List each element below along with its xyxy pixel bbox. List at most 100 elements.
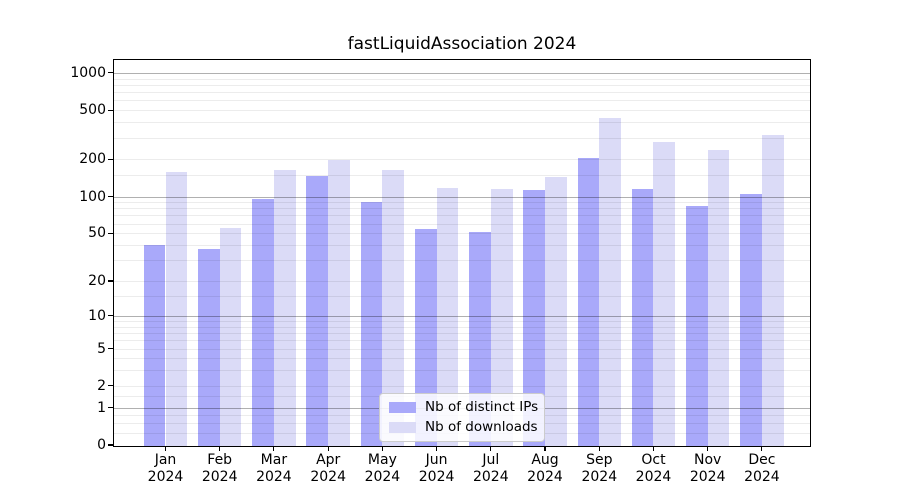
y-tick-mark (108, 109, 113, 111)
x-tick-mark (761, 446, 763, 451)
legend-swatch-downloads (389, 421, 416, 433)
bar-distinct-ips-mar (252, 199, 274, 446)
y-tick-label: 1 (97, 399, 106, 416)
bar-downloads-apr (328, 160, 350, 446)
y-tick-label: 1000 (70, 64, 106, 81)
chart-title: fastLiquidAssociation 2024 (347, 34, 577, 54)
legend-item-distinct-ips: Nb of distinct IPs (389, 399, 539, 415)
bar-downloads-feb (219, 228, 242, 446)
legend-item-downloads: Nb of downloads (389, 419, 538, 435)
bar-distinct-ips-aug (523, 190, 546, 446)
bar-distinct-ips-feb (198, 248, 220, 446)
x-tick-label-sep: Sep 2024 (581, 452, 618, 485)
y-tick-mark (108, 385, 113, 387)
y-tick-label: 20 (88, 273, 106, 289)
bar-downloads-oct (653, 141, 676, 446)
gridline-major (114, 196, 810, 198)
gridline-minor (114, 348, 810, 350)
bar-downloads-nov (707, 149, 730, 446)
gridline-minor (114, 281, 810, 282)
y-tick-mark (108, 347, 113, 350)
gridline-minor (114, 100, 810, 102)
gridline-minor (114, 78, 810, 80)
y-tick-label: 2 (97, 377, 106, 394)
x-tick-mark (707, 446, 709, 451)
legend-label-downloads: Nb of downloads (425, 419, 538, 435)
gridline-minor (114, 202, 810, 204)
y-tick-mark (108, 280, 113, 282)
bar-downloads-sep (599, 118, 621, 446)
gridline-minor (114, 333, 810, 334)
x-tick-mark (598, 446, 600, 451)
bar-distinct-ips-jan (143, 244, 166, 446)
y-tick-label: 10 (88, 307, 106, 324)
y-tick-label: 0 (97, 437, 106, 453)
x-tick-mark (436, 446, 438, 451)
x-tick-mark (652, 446, 655, 451)
gridline-minor (114, 223, 810, 225)
bar-downloads-may (382, 169, 405, 446)
y-tick-label: 200 (79, 151, 106, 168)
x-tick-mark (219, 446, 221, 451)
x-tick-label-jul: Jul 2024 (472, 452, 509, 485)
y-tick-label: 100 (79, 188, 106, 205)
bar-distinct-ips-jun (414, 229, 437, 446)
gridline-minor (114, 245, 810, 246)
gridline-minor (114, 260, 810, 262)
gridline-minor (114, 340, 810, 342)
gridline-minor (114, 122, 810, 124)
legend-label-distinct-ips: Nb of distinct IPs (425, 399, 539, 415)
gridline-major (114, 72, 810, 74)
gridline-minor (114, 137, 810, 139)
bar-downloads-mar (273, 170, 296, 446)
bar-distinct-ips-nov (686, 205, 708, 446)
plot-area (113, 59, 811, 447)
gridline-minor (114, 110, 810, 112)
bar-downloads-jun (436, 187, 459, 446)
y-tick-mark (108, 407, 113, 409)
bar-downloads-jul (490, 188, 513, 446)
x-tick-mark (490, 446, 492, 451)
bar-distinct-ips-may (360, 201, 383, 446)
x-tick-mark (381, 446, 383, 451)
x-tick-label-oct: Oct 2024 (635, 452, 672, 485)
x-tick-label-apr: Apr 2024 (310, 452, 346, 485)
gridline-minor (114, 159, 810, 161)
gridline-minor (114, 385, 810, 387)
y-tick-mark (108, 444, 113, 446)
x-tick-label-mar: Mar 2024 (256, 452, 292, 485)
gridline-minor (114, 321, 810, 322)
gridline-minor (114, 233, 810, 235)
bar-distinct-ips-dec (740, 194, 762, 446)
bar-distinct-ips-sep (577, 157, 600, 446)
bar-downloads-aug (545, 176, 567, 446)
gridline-minor (114, 215, 810, 217)
y-tick-mark (108, 195, 113, 198)
x-tick-label-jan: Jan 2024 (147, 452, 184, 485)
y-tick-mark (108, 232, 113, 234)
x-tick-label-nov: Nov 2024 (689, 452, 726, 485)
y-tick-label: 50 (88, 225, 106, 242)
gridline-minor (114, 370, 810, 372)
x-tick-label-may: May 2024 (364, 452, 401, 485)
x-tick-mark (164, 446, 167, 451)
bar-downloads-jan (165, 172, 188, 446)
bar-distinct-ips-oct (631, 188, 654, 446)
gridline-minor (114, 174, 810, 176)
x-tick-label-dec: Dec 2024 (744, 452, 780, 485)
x-tick-mark (544, 446, 546, 451)
y-tick-mark (108, 315, 113, 317)
gridline-minor (114, 326, 810, 328)
bar-distinct-ips-jul (469, 232, 491, 446)
gridline-major (114, 315, 810, 317)
legend-swatch-distinct-ips (389, 401, 416, 413)
gridline-minor (114, 295, 810, 297)
x-tick-label-feb: Feb 2024 (201, 452, 238, 485)
x-tick-mark (327, 446, 329, 451)
y-tick-label: 500 (79, 102, 106, 119)
x-tick-label-aug: Aug 2024 (527, 452, 563, 485)
gridline-minor (114, 84, 810, 86)
x-tick-label-jun: Jun 2024 (418, 452, 455, 485)
gridline-minor (114, 92, 810, 94)
